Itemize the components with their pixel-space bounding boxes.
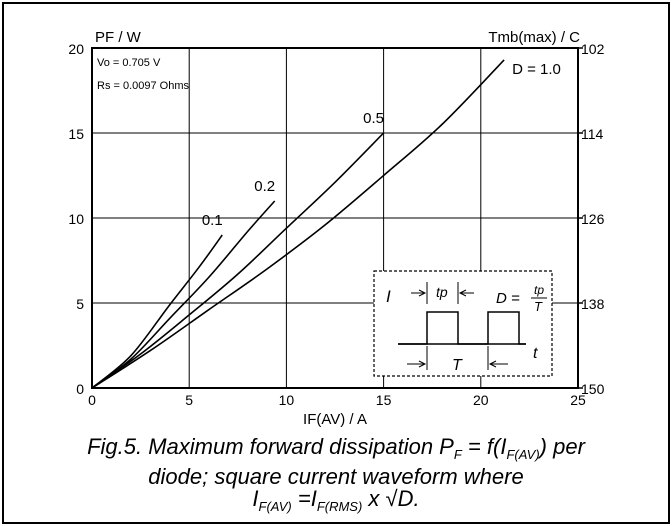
inset-d-formula: D = bbox=[496, 290, 520, 307]
y-tick-label-5: 5 bbox=[76, 296, 84, 312]
inset-t-axis-label: t bbox=[533, 345, 538, 362]
inset-period-arrow-left bbox=[407, 360, 427, 368]
x-tick-label-10: 10 bbox=[279, 392, 295, 408]
ticks: 0 5 10 15 20 25 0 5 10 15 20 150 138 126 114 102 bbox=[68, 41, 604, 408]
series-line-1 bbox=[91, 234, 223, 389]
series-group bbox=[91, 59, 505, 389]
inset-d-denominator: T bbox=[534, 299, 543, 314]
right-tick-label-114: 114 bbox=[581, 126, 604, 142]
inset-frame bbox=[373, 270, 553, 377]
inset-period-arrow-right bbox=[488, 360, 508, 368]
inset-tp-label: tp bbox=[436, 284, 448, 300]
right-tick-label-102: 102 bbox=[581, 41, 605, 57]
y-tick-label-0: 0 bbox=[76, 381, 84, 397]
param-vo: Vo = 0.705 V bbox=[97, 57, 161, 69]
right-tick-label-126: 126 bbox=[581, 211, 605, 227]
x-tick-label-25: 25 bbox=[570, 392, 586, 408]
right-tick-label-138: 138 bbox=[581, 296, 605, 312]
inset-i-label: I bbox=[386, 287, 391, 306]
figure-caption: Fig.5. Maximum forward dissipation PF = … bbox=[4, 436, 668, 518]
series-labels: 0.1 0.2 0.5 D = 1.0 bbox=[202, 61, 561, 229]
inset-tp-arrow-left bbox=[411, 289, 427, 297]
series-line-4 bbox=[91, 59, 505, 389]
x-tick-label-0: 0 bbox=[88, 392, 96, 408]
x-tick-label-5: 5 bbox=[185, 392, 193, 408]
param-rs: Rs = 0.0097 Ohms bbox=[97, 80, 190, 92]
waveform-inset: I tp D = tp T t T bbox=[373, 270, 553, 377]
x-tick-label-15: 15 bbox=[376, 392, 392, 408]
inset-pulse-train bbox=[398, 311, 526, 345]
y-axis-right-label: Tmb(max) / C bbox=[488, 29, 580, 46]
series-line-2 bbox=[91, 200, 276, 389]
y-tick-label-10: 10 bbox=[68, 211, 84, 227]
series-label-3: 0.5 bbox=[363, 110, 384, 127]
y-tick-label-15: 15 bbox=[68, 126, 84, 142]
x-tick-label-20: 20 bbox=[473, 392, 489, 408]
series-label-2: 0.2 bbox=[254, 178, 275, 195]
series-label-1: 0.1 bbox=[202, 212, 223, 229]
inset-d-numerator: tp bbox=[534, 283, 544, 297]
inset-period-label: T bbox=[452, 357, 463, 374]
y-axis-left-label: PF / W bbox=[95, 29, 142, 46]
x-axis-label: IF(AV) / A bbox=[303, 411, 367, 428]
inset-tp-arrow-right bbox=[458, 289, 474, 297]
caption-line-2: diode; square current waveform where bbox=[148, 464, 524, 489]
caption-line-1: Fig.5. Maximum forward dissipation PF = … bbox=[87, 434, 585, 463]
series-label-4: D = 1.0 bbox=[512, 61, 561, 78]
series-line-3 bbox=[91, 132, 385, 389]
right-tick-label-150: 150 bbox=[581, 381, 605, 397]
caption-line-3: IF(AV) =IF(RMS) x √D. bbox=[252, 486, 420, 515]
y-tick-label-20: 20 bbox=[68, 41, 84, 57]
